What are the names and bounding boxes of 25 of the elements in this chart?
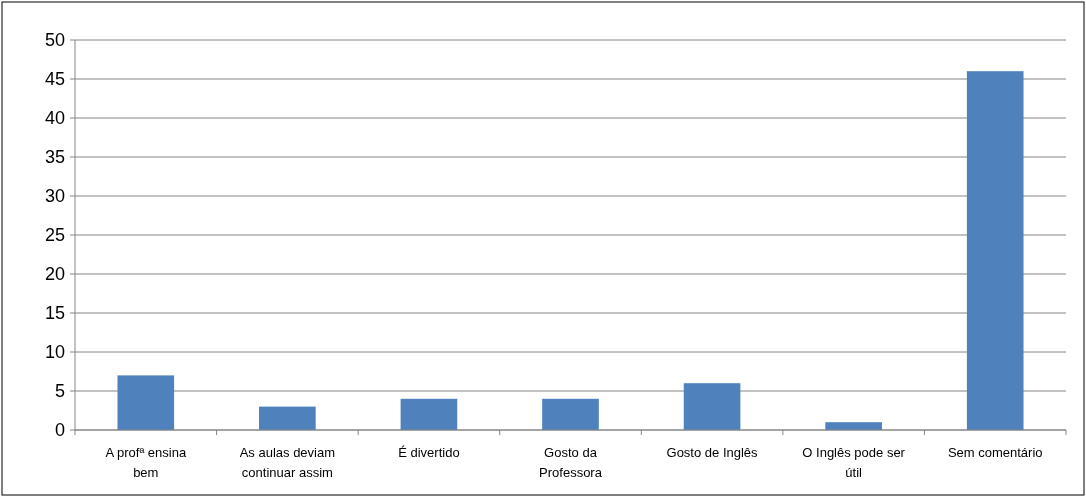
- bar: [400, 398, 458, 430]
- x-tick-label: As aulas deviam continuar assim: [239, 445, 336, 480]
- y-tick-label: 0: [54, 420, 65, 441]
- y-tick-label: 40: [44, 108, 65, 129]
- y-tick-label: 20: [44, 264, 65, 285]
- y-tick-label: 10: [44, 342, 65, 363]
- y-tick-label: 25: [44, 225, 65, 246]
- x-tick-label: A profª ensina bem: [105, 445, 187, 480]
- bar: [542, 398, 599, 430]
- y-tick-label: 45: [44, 69, 65, 90]
- x-tick-label: Gosto da Professora: [539, 445, 603, 480]
- y-tick-label: 35: [44, 147, 65, 168]
- y-tick-label: 15: [44, 303, 65, 324]
- y-tick-label: 30: [44, 186, 65, 207]
- bar: [259, 406, 316, 430]
- bar: [683, 383, 741, 430]
- y-tick-label: 50: [44, 30, 65, 51]
- y-tick-label: 5: [54, 381, 65, 402]
- bar: [825, 422, 882, 430]
- bar: [966, 71, 1024, 430]
- bar: [117, 375, 175, 430]
- x-tick-label: Sem comentário: [947, 445, 1043, 460]
- x-tick-label: O Inglês pode ser útil: [802, 445, 906, 480]
- x-tick-label: Gosto de Inglês: [666, 445, 759, 460]
- x-tick-label: É divertido: [398, 445, 460, 460]
